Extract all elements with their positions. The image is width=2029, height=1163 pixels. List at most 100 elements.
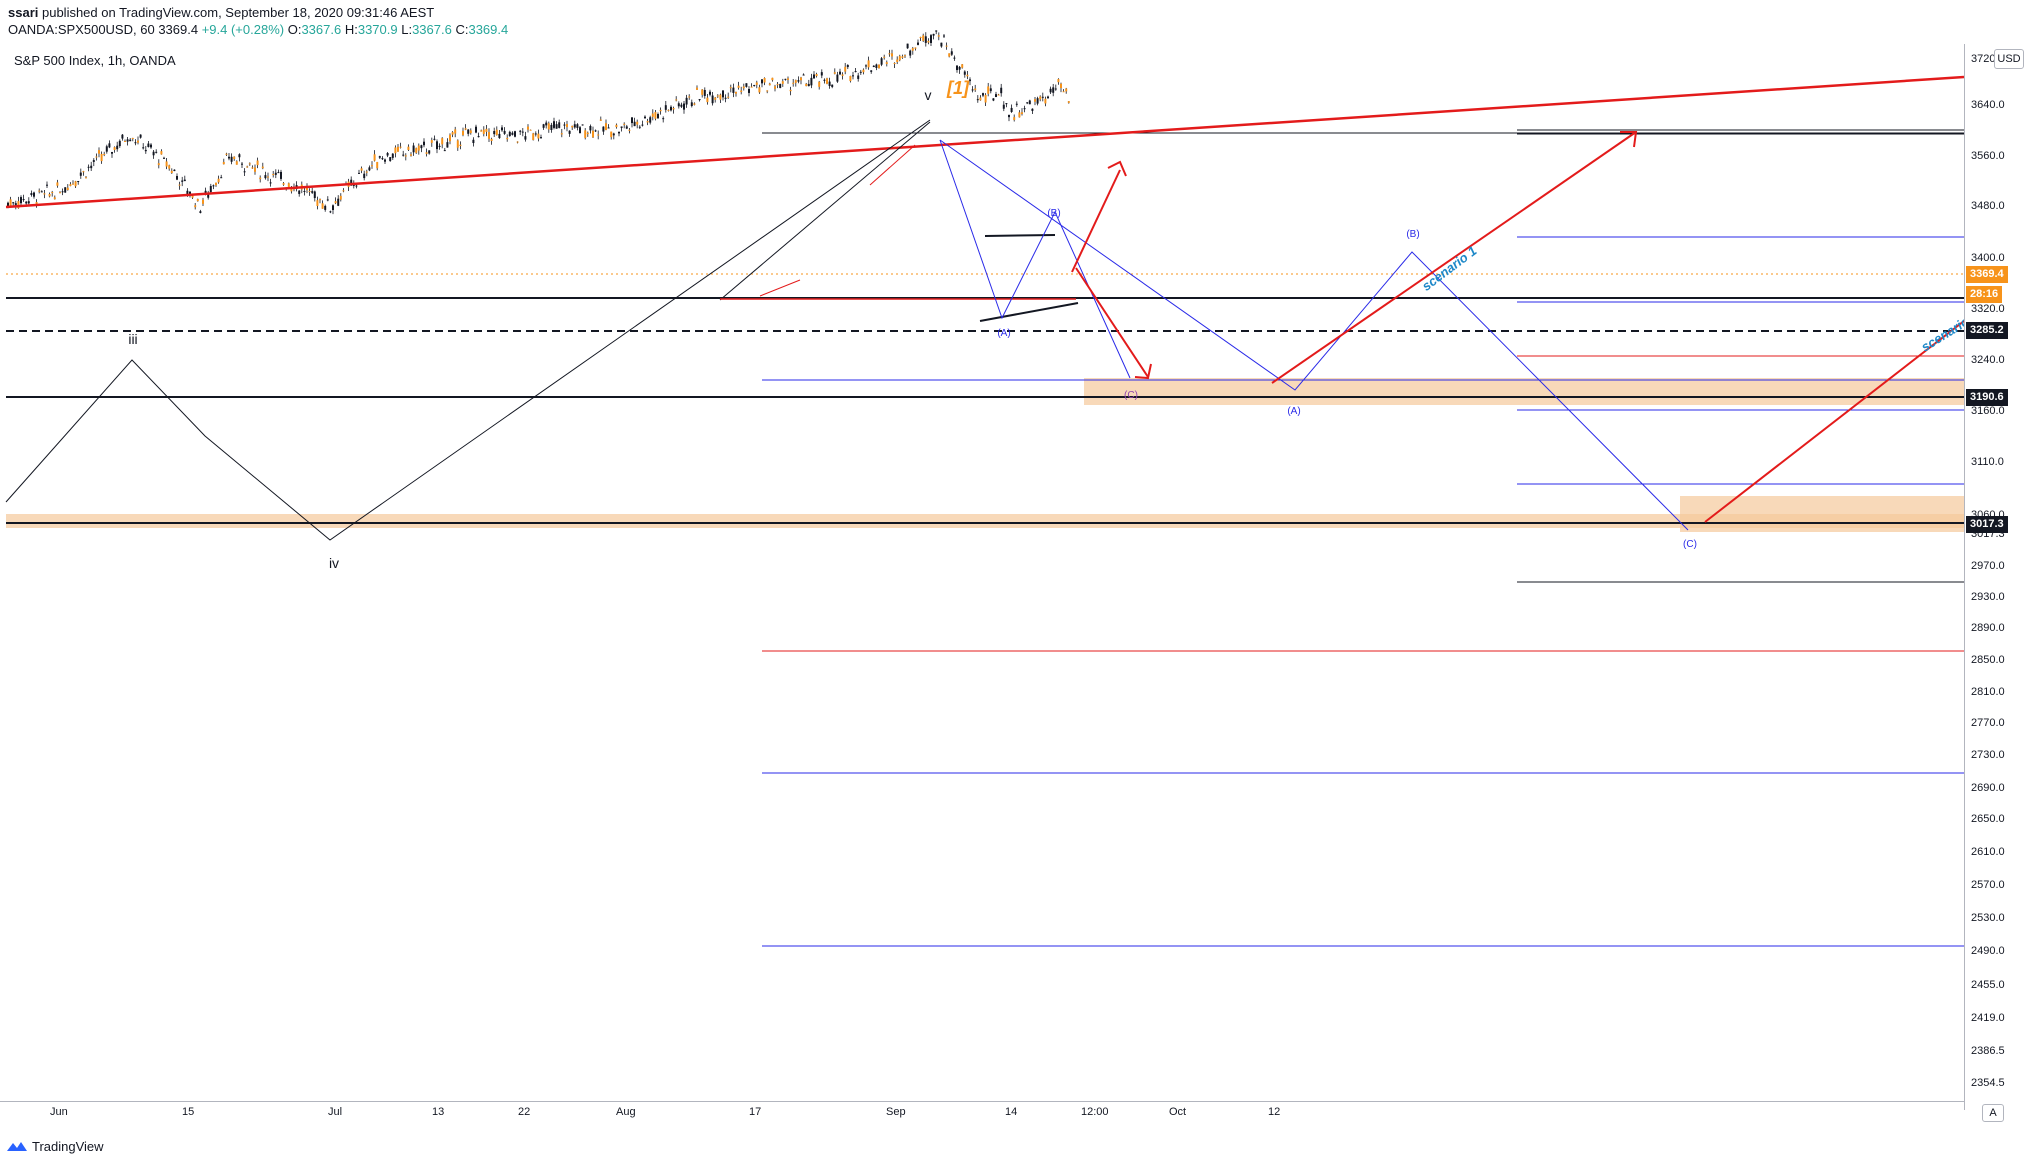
candle-body <box>670 106 672 111</box>
candle-body <box>238 154 241 158</box>
open-label: O: <box>287 22 302 37</box>
candle-body <box>20 197 22 204</box>
price-tick-label: 2930.0 <box>1971 591 2005 603</box>
candle <box>1021 108 1023 116</box>
candle <box>178 181 181 190</box>
candle-body <box>438 145 441 147</box>
auto-scale-button[interactable]: A <box>1982 1104 2004 1122</box>
candle <box>784 78 787 81</box>
candle <box>776 82 779 89</box>
candle <box>467 128 470 137</box>
candle-body <box>72 183 74 185</box>
price-tick-label: 2455.0 <box>1971 979 2005 991</box>
candle-body <box>690 102 693 107</box>
candle <box>846 64 849 70</box>
candle-body <box>160 151 163 155</box>
candle-body <box>701 89 704 95</box>
candle <box>901 54 904 59</box>
candle <box>202 197 204 207</box>
ohlc-line: OANDA:SPX500USD, 60 3369.4 +9.4 (+0.28%)… <box>8 22 508 37</box>
open-value: 3367.6 <box>301 22 342 37</box>
candle <box>755 80 758 89</box>
footer-brand[interactable]: TradingView <box>6 1136 104 1156</box>
candle-body <box>7 202 9 207</box>
currency-button[interactable]: USD <box>1994 49 2024 69</box>
candle-body <box>828 81 831 86</box>
candle-body <box>66 187 69 191</box>
candle-body <box>1049 88 1052 93</box>
candle <box>584 128 587 140</box>
candle <box>454 126 457 138</box>
price-axis[interactable]: 3720.0 3640.0 3560.0 3480.0 3400.0 3320.0 3240… <box>1964 44 2029 1110</box>
candle <box>139 134 142 139</box>
candle <box>748 86 750 97</box>
candle-body <box>1057 79 1060 83</box>
candle <box>438 143 441 150</box>
candle-body <box>1065 88 1068 92</box>
candle-body <box>675 99 678 101</box>
candle <box>493 127 496 137</box>
candle <box>462 127 464 137</box>
candle-body <box>1028 100 1031 105</box>
candle <box>147 141 150 148</box>
candle-body <box>131 137 134 139</box>
candle-body <box>355 185 358 187</box>
candle <box>943 34 945 38</box>
candle <box>194 202 197 210</box>
candle <box>859 69 862 75</box>
candle <box>391 152 394 160</box>
candle-body <box>329 211 332 213</box>
candle <box>1039 95 1042 102</box>
candle <box>485 124 488 137</box>
support-zone-3190 <box>1084 378 1964 405</box>
candle-body <box>911 48 914 51</box>
candle-body <box>719 94 722 100</box>
candle-body <box>857 75 860 79</box>
candle <box>311 187 314 195</box>
price-tick-label: 3110.0 <box>1971 456 2004 468</box>
candle <box>1054 84 1057 91</box>
candle <box>514 130 516 138</box>
candle-body <box>823 79 826 81</box>
candle-body <box>854 71 857 73</box>
time-axis[interactable]: Jun 15 Jul 13 22 Aug 17 Sep 14 12:00 Oct 12 <box>0 1101 1964 1124</box>
candle-body <box>534 133 537 135</box>
candle-body <box>724 97 727 99</box>
candle <box>90 161 93 171</box>
candle <box>1018 110 1021 118</box>
candle <box>59 191 61 194</box>
channel-line <box>719 121 931 301</box>
candle <box>329 210 332 214</box>
candle <box>984 93 987 107</box>
candle <box>157 159 160 169</box>
candle <box>948 53 951 58</box>
price-tag: 3190.6 <box>1966 389 2008 406</box>
candle-body <box>378 156 381 158</box>
candle <box>282 182 285 186</box>
candle <box>680 102 683 108</box>
candle <box>259 175 262 183</box>
candle-body <box>922 35 925 41</box>
candle-body <box>113 147 116 150</box>
candle <box>428 150 431 155</box>
candle-body <box>584 130 587 138</box>
candle-body <box>958 66 961 70</box>
candle-body <box>118 140 121 147</box>
low-label: L: <box>401 22 413 37</box>
candle <box>961 64 964 69</box>
price-tick-label: 3640.0 <box>1971 99 2005 111</box>
candle <box>92 158 95 167</box>
candle-body <box>813 74 815 79</box>
price-tick-label: 2490.0 <box>1971 945 2005 957</box>
candle <box>688 94 691 100</box>
candle <box>638 125 641 130</box>
wave-label: (C) <box>1683 539 1697 550</box>
candle <box>865 64 867 70</box>
candle-body <box>831 84 834 87</box>
candle-body <box>358 172 360 174</box>
candle-body <box>1041 96 1044 98</box>
price-tick-label: 2730.0 <box>1971 749 2005 761</box>
candle <box>852 71 854 80</box>
candle-body <box>74 181 77 187</box>
